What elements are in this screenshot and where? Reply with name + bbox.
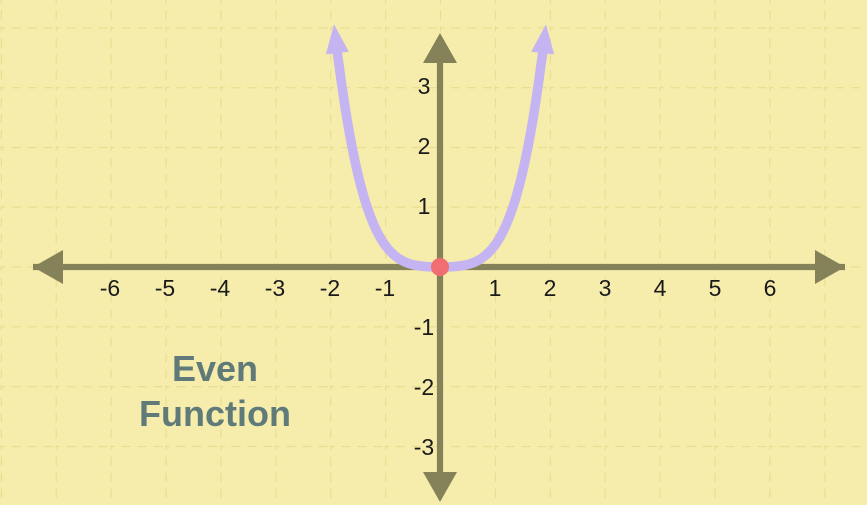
svg-text:-1: -1 bbox=[375, 275, 395, 301]
svg-text:-5: -5 bbox=[155, 275, 175, 301]
svg-text:-3: -3 bbox=[265, 275, 285, 301]
svg-text:-1: -1 bbox=[414, 314, 434, 340]
svg-text:1: 1 bbox=[418, 193, 431, 219]
svg-text:2: 2 bbox=[418, 133, 431, 159]
svg-text:-2: -2 bbox=[414, 374, 434, 400]
svg-text:6: 6 bbox=[764, 275, 777, 301]
svg-text:2: 2 bbox=[544, 275, 557, 301]
svg-text:3: 3 bbox=[599, 275, 612, 301]
svg-text:-3: -3 bbox=[414, 434, 434, 460]
svg-text:1: 1 bbox=[489, 275, 502, 301]
svg-text:4: 4 bbox=[654, 275, 667, 301]
svg-text:5: 5 bbox=[709, 275, 722, 301]
svg-text:-4: -4 bbox=[210, 275, 231, 301]
svg-text:-6: -6 bbox=[100, 275, 120, 301]
svg-text:3: 3 bbox=[418, 73, 431, 99]
svg-text:-2: -2 bbox=[320, 275, 340, 301]
